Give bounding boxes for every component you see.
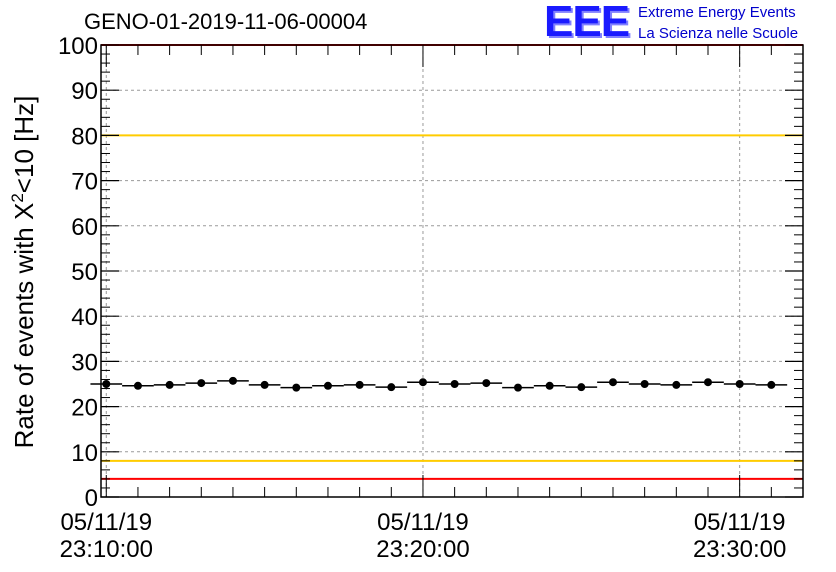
data-point: [735, 380, 744, 388]
y-tick-label: 60: [71, 214, 98, 241]
x-tick-time: 23:20:00: [376, 536, 469, 563]
data-point: [672, 380, 681, 389]
y-tick-label: 80: [71, 123, 98, 150]
x-tick-date: 05/11/19: [60, 509, 152, 536]
data-point: [640, 380, 649, 388]
x-tick-time: 23:10:00: [60, 536, 153, 563]
eee-logo: EEE Extreme Energy Events La Scienza nel…: [544, 0, 834, 46]
y-tick-label: 90: [71, 78, 98, 105]
data-point: [165, 380, 174, 389]
y-tick-label: 10: [71, 440, 98, 467]
data-point: [545, 381, 554, 390]
data-point: [608, 378, 617, 387]
y-tick-labels: 0 10 20 30 40 50 60 70 80 90 100: [58, 33, 98, 512]
reference-lines: [101, 44, 803, 480]
data-point: [260, 380, 269, 389]
data-point: [355, 380, 364, 389]
data-point: [102, 380, 111, 388]
data-point: [418, 378, 427, 387]
y-tick-label: 40: [71, 304, 98, 331]
y-tick-label: 100: [58, 33, 98, 60]
x-tick-date: 05/11/19: [694, 509, 786, 536]
data-points: [90, 376, 788, 392]
data-point: [450, 380, 459, 388]
logo-line-1: Extreme Energy Events: [638, 4, 796, 21]
data-point: [513, 383, 522, 392]
eee-logo-mark: EEE: [544, 0, 630, 46]
data-point: [133, 381, 142, 390]
data-point: [577, 383, 586, 392]
logo-line-2: La Scienza nelle Scuole: [638, 25, 799, 42]
data-point: [482, 379, 491, 388]
data-point: [387, 383, 396, 392]
y-axis-label: Rate of events with X2<10 [Hz]: [8, 96, 39, 449]
y-axis-label-tail: <10 [Hz]: [9, 96, 39, 194]
data-point: [228, 376, 237, 385]
y-tick-label: 50: [71, 259, 98, 286]
x-tick-time: 23:30:00: [693, 536, 786, 563]
y-tick-label: 20: [71, 395, 98, 422]
y-tick-label: 30: [71, 349, 98, 376]
y-tick-label: 70: [71, 169, 98, 196]
run-title: GENO-01-2019-11-06-00004: [84, 9, 368, 34]
y-tick-label: 0: [85, 485, 98, 512]
grid-lines: [101, 45, 803, 497]
data-point: [197, 379, 206, 388]
x-tick-labels: 05/11/1923:10:0005/11/1923:20:0005/11/19…: [60, 509, 787, 563]
data-point: [292, 383, 301, 392]
y-axis-label-sup: 2: [8, 193, 27, 202]
data-point: [323, 381, 332, 390]
data-point: [767, 380, 776, 389]
data-point: [703, 378, 712, 387]
y-axis-label-main: Rate of events with X: [9, 203, 39, 449]
x-tick-date: 05/11/19: [377, 509, 469, 536]
plot-frame: [100, 44, 804, 498]
